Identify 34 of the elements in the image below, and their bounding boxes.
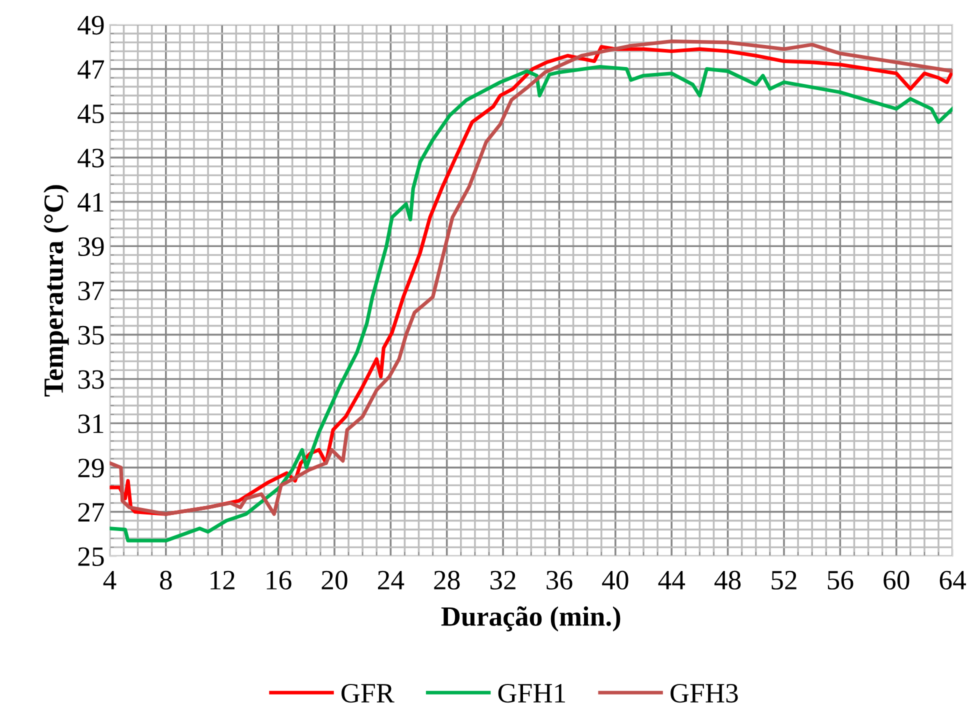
y-tick-label: 49 (78, 16, 104, 35)
y-tick-label: 45 (78, 104, 104, 124)
x-tick-label: 16 (266, 570, 292, 590)
y-tick-label: 33 (78, 370, 104, 389)
legend-label: GFH3 (670, 684, 738, 703)
x-tick-label: 32 (490, 570, 516, 590)
x-tick-label: 20 (322, 570, 348, 590)
legend-label: GFR (342, 684, 394, 703)
y-tick-label: 27 (78, 503, 104, 522)
y-axis-title: Temperatura (°C) (44, 185, 69, 396)
x-tick-label: 48 (714, 570, 741, 590)
x-axis-title: Duração (min.) (441, 606, 620, 632)
x-tick-label: 8 (160, 570, 172, 590)
x-tick-label: 12 (210, 570, 234, 590)
y-tick-label: 35 (78, 326, 104, 345)
y-tick-label: 41 (78, 193, 104, 212)
x-tick-label: 40 (602, 570, 628, 590)
y-tick-label: 39 (78, 237, 104, 256)
x-tick-label: 36 (546, 570, 572, 590)
y-tick-label: 31 (78, 414, 104, 434)
y-tick-label: 43 (78, 148, 104, 168)
x-tick-label: 24 (378, 570, 404, 590)
x-tick-label: 28 (434, 570, 460, 590)
x-tick-label: 4 (103, 570, 116, 590)
y-tick-label: 29 (78, 458, 104, 478)
x-tick-label: 56 (828, 570, 854, 590)
x-tick-label: 60 (884, 570, 910, 590)
x-tick-label: 64 (940, 570, 966, 590)
y-tick-label: 47 (78, 60, 104, 79)
x-tick-label: 52 (772, 570, 796, 590)
y-tick-label: 25 (78, 547, 104, 566)
y-tick-label: 37 (78, 282, 104, 300)
legend-label: GFH1 (498, 684, 565, 703)
x-tick-label: 44 (658, 570, 686, 590)
